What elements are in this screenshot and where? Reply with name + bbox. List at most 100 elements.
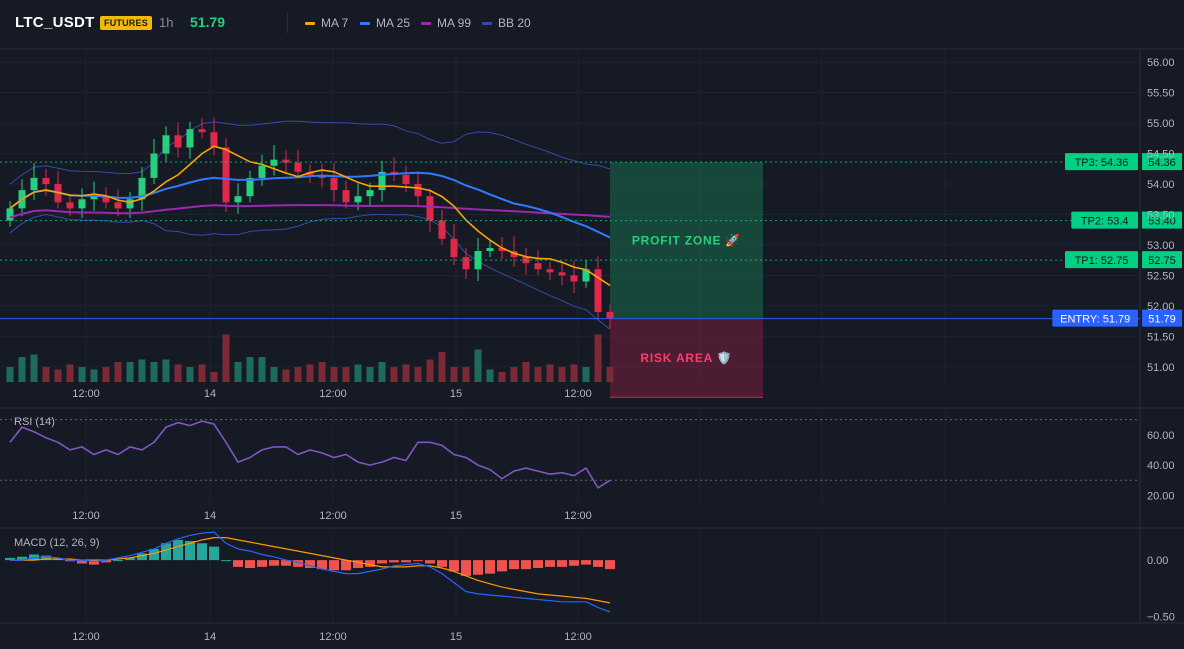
moving-averages xyxy=(9,145,611,287)
volume-bar xyxy=(534,367,542,382)
level-axis-value: 54.36 xyxy=(1148,157,1176,169)
time-tick-label: 12:00 xyxy=(72,388,100,400)
macd-histogram-bar xyxy=(581,560,591,565)
bb-lower-line xyxy=(9,213,611,330)
legend-swatch-icon xyxy=(360,22,370,26)
macd-signal-line xyxy=(10,537,611,604)
volume-bars xyxy=(6,334,614,382)
volume-bar xyxy=(282,369,290,382)
candle-body xyxy=(234,196,242,203)
bb-upper-line xyxy=(9,120,611,185)
macd-histogram-bar xyxy=(221,560,231,562)
volume-bar xyxy=(318,362,326,382)
candle-body xyxy=(558,272,566,276)
macd-histogram-bar xyxy=(329,560,339,571)
volume-bar xyxy=(522,362,530,382)
price-tick-label: 54.00 xyxy=(1147,179,1175,191)
level-label-box xyxy=(1065,153,1138,171)
volume-bar xyxy=(258,357,266,382)
volume-bar xyxy=(606,367,614,382)
rsi-label: RSI (14) xyxy=(14,416,55,428)
candle-body xyxy=(90,196,98,200)
bollinger-bands xyxy=(9,120,611,330)
volume-bar xyxy=(294,367,302,382)
legend-ma7[interactable]: MA 7 xyxy=(305,16,348,30)
macd-histogram-bar xyxy=(149,548,159,561)
candle-body xyxy=(606,311,614,319)
time-tick-label: 15 xyxy=(450,388,462,400)
price-tick-label: 51.50 xyxy=(1147,331,1175,343)
volume-bar xyxy=(102,367,110,382)
time-tick-label: 12:00 xyxy=(319,631,347,643)
candle-body xyxy=(198,129,206,133)
level-axis-tag xyxy=(1142,211,1182,229)
macd-histogram-bar xyxy=(521,560,531,570)
volume-bar xyxy=(342,367,350,382)
macd-histogram-bar xyxy=(17,556,27,561)
macd-histogram-bar xyxy=(569,560,579,566)
volume-bar xyxy=(66,364,74,382)
candle-body xyxy=(342,190,350,203)
level-label: TP1: 52.75 xyxy=(1075,255,1129,267)
macd-histogram-bar xyxy=(317,560,327,570)
volume-bar xyxy=(126,362,134,382)
macd-histogram-bar xyxy=(341,560,351,571)
volume-bar xyxy=(246,357,254,382)
macd-histogram-bar xyxy=(365,560,375,567)
candle-body xyxy=(582,269,590,282)
volume-bar xyxy=(426,359,434,382)
level-label-box xyxy=(1065,251,1138,269)
legend-bb20[interactable]: BB 20 xyxy=(482,16,531,30)
ma99-line xyxy=(9,204,611,219)
profit-zone[interactable] xyxy=(610,162,763,319)
legend-ma25[interactable]: MA 25 xyxy=(360,16,410,30)
trade-zones: PROFIT ZONE 🚀 RISK AREA 🛡️ xyxy=(610,162,763,398)
candle-body xyxy=(294,162,302,172)
symbol-title[interactable]: LTC_USDT xyxy=(15,14,95,31)
volume-bar xyxy=(498,372,506,382)
candle-body xyxy=(426,196,434,221)
volume-bar xyxy=(270,367,278,382)
macd-histogram-bar xyxy=(461,560,471,576)
candle-body xyxy=(474,251,482,270)
candle-body xyxy=(6,208,14,221)
legend-ma99[interactable]: MA 99 xyxy=(421,16,471,30)
rsi-tick-label: 20.00 xyxy=(1147,490,1175,502)
candle-body xyxy=(114,202,122,209)
macd-line xyxy=(10,531,611,613)
price-tick-label: 55.00 xyxy=(1147,118,1175,130)
axes: 56.00 55.50 55.00 54.50 54.00 53.50 53.00 52.50… xyxy=(72,57,1175,643)
price-tick-label: 53.00 xyxy=(1147,240,1175,252)
candle-body xyxy=(210,132,218,148)
candle-body xyxy=(126,199,134,209)
price-tick-label: 56.00 xyxy=(1147,57,1175,69)
candle-body xyxy=(258,165,266,178)
volume-bar xyxy=(414,367,422,382)
time-tick-label: 14 xyxy=(204,510,216,522)
macd-histogram-bar xyxy=(257,560,267,567)
candle-body xyxy=(414,184,422,197)
timeframe-label[interactable]: 1h xyxy=(159,15,174,30)
candle-body xyxy=(222,147,230,203)
macd-histogram-bar xyxy=(197,543,207,561)
risk-area[interactable] xyxy=(610,318,763,398)
macd-histogram-bar xyxy=(245,560,255,568)
macd-histogram-bar xyxy=(401,560,411,563)
volume-bar xyxy=(330,367,338,382)
macd-histogram-bar xyxy=(413,560,423,562)
macd-histogram-bar xyxy=(425,560,435,564)
time-tick-label: 15 xyxy=(450,510,462,522)
volume-bar xyxy=(138,359,146,382)
macd-histogram-bar xyxy=(161,543,171,561)
macd-histogram-bar xyxy=(77,560,87,564)
futures-badge: FUTURES xyxy=(100,16,152,30)
volume-bar xyxy=(450,367,458,382)
macd-histogram-bar xyxy=(497,560,507,572)
price-tick-label: 52.50 xyxy=(1147,270,1175,282)
candle-body xyxy=(462,257,470,270)
time-tick-label: 12:00 xyxy=(564,510,592,522)
volume-bar xyxy=(234,362,242,382)
volume-bar xyxy=(510,367,518,382)
rsi-tick-label: 40.00 xyxy=(1147,460,1175,472)
